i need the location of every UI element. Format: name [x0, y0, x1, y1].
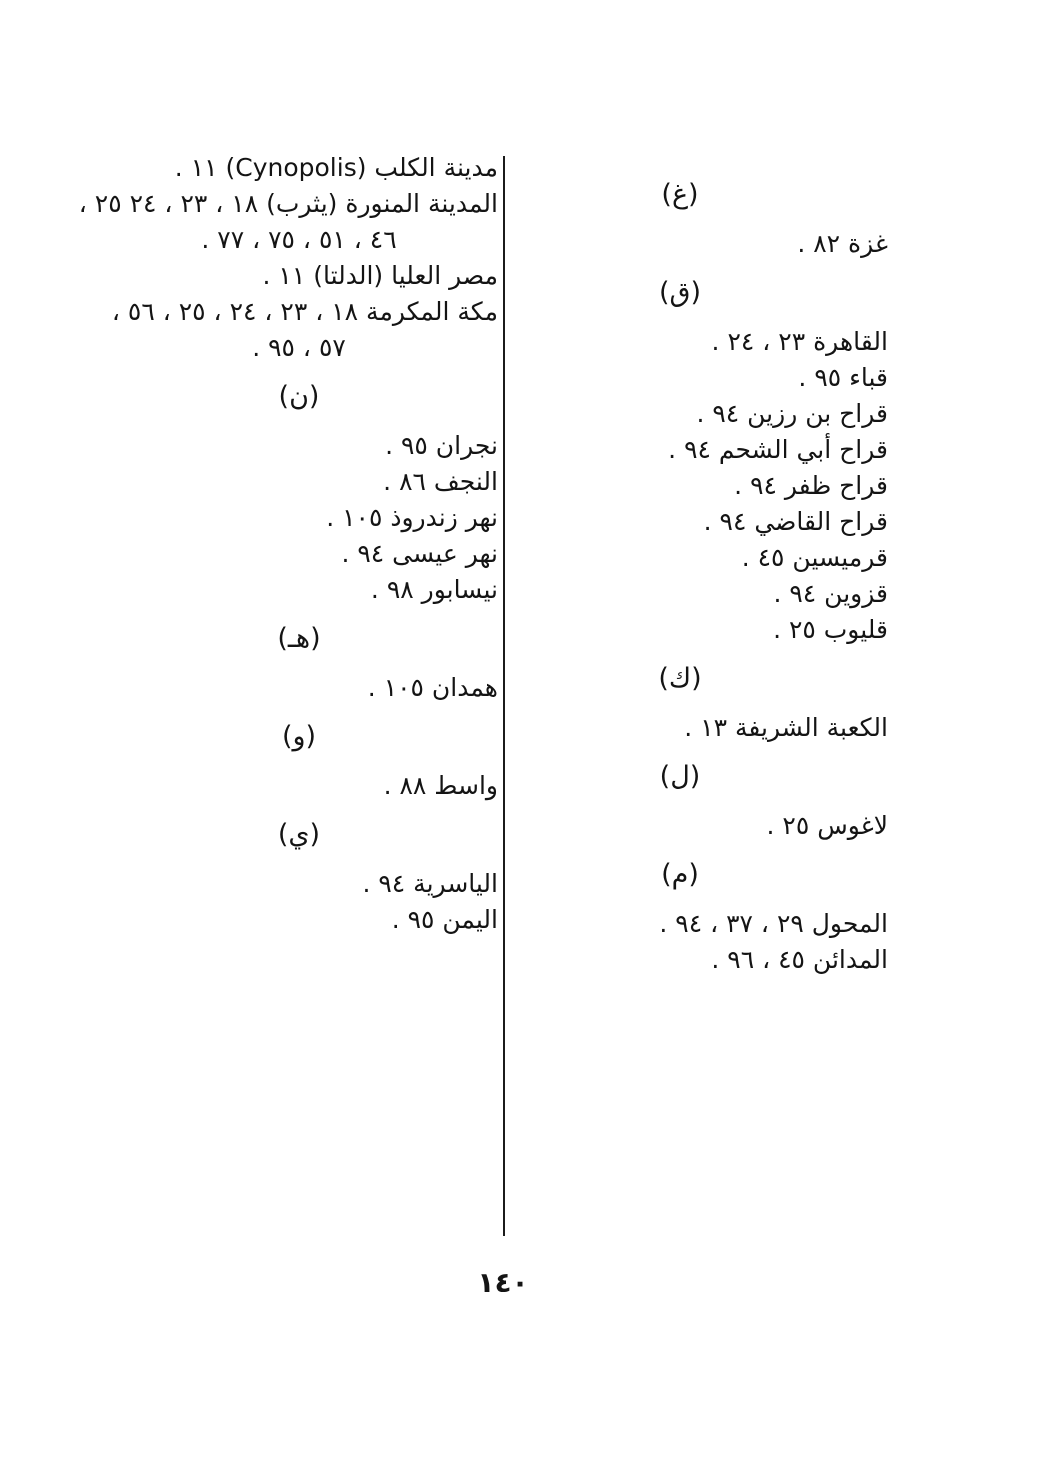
- column-divider-line: [503, 156, 505, 1236]
- index-entry-line: غزة ٨٢ .: [797, 229, 888, 258]
- index-entry: النجف ٨٦ .: [100, 464, 498, 500]
- index-entry-line: ٥٧ ، ٩٥ .: [252, 333, 346, 362]
- index-entry-line: لاغوس ٢٥ .: [766, 811, 888, 840]
- section-letter-heading: (ي): [277, 819, 321, 850]
- index-entry: نهر زندروذ ١٠٥ .: [100, 500, 498, 536]
- index-entry-line: مصر العليا (الدلتا) ١١ .: [262, 261, 498, 290]
- index-entry: واسط ٨٨ .: [100, 768, 498, 804]
- index-column-left: مدينة الكلب (Cynopolis) ١١ . المدينة المن…: [78, 150, 498, 938]
- index-section: (غ) غزة ٨٢ .: [528, 176, 888, 262]
- index-column-right: (غ) غزة ٨٢ . (ق) القاهرة ٢٣ ، ٢٤ . قباء ٩٥ .…: [528, 164, 888, 978]
- index-entry: قرميسين ٤٥ .: [528, 540, 888, 576]
- section-letter-heading: (ن): [278, 381, 320, 412]
- index-section: (هـ) همدان ١٠٥ .: [100, 620, 498, 706]
- index-entry-line: الياسرية ٩٤ .: [362, 869, 498, 898]
- section-letter-heading: (م): [661, 859, 699, 890]
- section-letter-heading: (ك): [658, 663, 702, 694]
- section-letter-heading: (ق): [658, 277, 702, 308]
- index-entry-line: ٤٦ ، ٥١ ، ٧٥ ، ٧٧ .: [201, 225, 397, 254]
- index-entry-line: نهر عيسى ٩٤ .: [341, 539, 498, 568]
- index-entry: المدائن ٤٥ ، ٩٦ .: [528, 942, 888, 978]
- index-entry-line: قليوب ٢٥ .: [773, 615, 888, 644]
- index-section: (ل) لاغوس ٢٥ .: [528, 758, 888, 844]
- index-entry: مصر العليا (الدلتا) ١١ .: [100, 258, 498, 294]
- index-entry-line: المدائن ٤٥ ، ٩٦ .: [711, 945, 888, 974]
- index-entry: قليوب ٢٥ .: [528, 612, 888, 648]
- index-entry-line: قباء ٩٥ .: [798, 363, 888, 392]
- index-section: (م) المحول ٢٩ ، ٣٧ ، ٩٤ . المدائن ٤٥ ، ٩٦ …: [528, 856, 888, 978]
- index-entry: الكعبة الشريفة ١٣ .: [528, 710, 888, 746]
- index-entry-line: قراح أبي الشحم ٩٤ .: [668, 435, 888, 464]
- index-entry: مكة المكرمة ١٨ ، ٢٣ ، ٢٤ ، ٢٥ ، ٥٦ ، ٥٧ ،…: [100, 294, 498, 366]
- index-entry-line: واسط ٨٨ .: [383, 771, 498, 800]
- index-entry: المحول ٢٩ ، ٣٧ ، ٩٤ .: [528, 906, 888, 942]
- index-entry: قراح ظفر ٩٤ .: [528, 468, 888, 504]
- index-entry-line: همدان ١٠٥ .: [367, 673, 498, 702]
- section-letter-heading: (غ): [661, 179, 699, 210]
- index-entry-line: اليمن ٩٥ .: [391, 905, 498, 934]
- index-entry: همدان ١٠٥ .: [100, 670, 498, 706]
- index-entry: الياسرية ٩٤ .: [100, 866, 498, 902]
- index-entry-line: مدينة الكلب (Cynopolis) ١١ .: [174, 153, 498, 182]
- index-entry-line: المحول ٢٩ ، ٣٧ ، ٩٤ .: [659, 909, 888, 938]
- index-entry-line: قرميسين ٤٥ .: [741, 543, 888, 572]
- section-letter-heading: (هـ): [277, 623, 321, 654]
- index-entry: نهر عيسى ٩٤ .: [100, 536, 498, 572]
- index-entry: لاغوس ٢٥ .: [528, 808, 888, 844]
- index-section: (و) واسط ٨٨ .: [100, 718, 498, 804]
- index-entry: قراح القاضي ٩٤ .: [528, 504, 888, 540]
- index-entry-line: القاهرة ٢٣ ، ٢٤ .: [711, 327, 888, 356]
- index-entry-line: الكعبة الشريفة ١٣ .: [684, 713, 888, 742]
- index-entry-line: قراح ظفر ٩٤ .: [734, 471, 888, 500]
- index-entry-line: نيسابور ٩٨ .: [370, 575, 498, 604]
- index-entry-line: قزوين ٩٤ .: [773, 579, 888, 608]
- section-letter-heading: (و): [281, 721, 317, 752]
- index-entry-line: النجف ٨٦ .: [383, 467, 498, 496]
- index-entry: نيسابور ٩٨ .: [100, 572, 498, 608]
- section-letter-heading: (ل): [659, 761, 701, 792]
- index-section: مدينة الكلب (Cynopolis) ١١ . المدينة المن…: [78, 150, 498, 366]
- index-entry-line: نجران ٩٥ .: [385, 431, 498, 460]
- index-entry: قباء ٩٥ .: [528, 360, 888, 396]
- index-entry: مدينة الكلب (Cynopolis) ١١ .: [100, 150, 498, 186]
- index-entry: المدينة المنورة (يثرب) ١٨ ، ٢٣ ، ٢٤ ٢٥ ،…: [78, 186, 498, 258]
- page-number: ١٤٠: [477, 1266, 529, 1299]
- index-section: (ق) القاهرة ٢٣ ، ٢٤ . قباء ٩٥ . قراح بن رزي…: [528, 274, 888, 648]
- index-entry-line: مكة المكرمة ١٨ ، ٢٣ ، ٢٤ ، ٢٥ ، ٥٦ ،: [111, 297, 498, 326]
- index-entry-line: نهر زندروذ ١٠٥ .: [326, 503, 498, 532]
- index-section: (ن) نجران ٩٥ . النجف ٨٦ . نهر زندروذ ١٠٥ . ن…: [100, 378, 498, 608]
- index-entry-line: قراح بن رزين ٩٤ .: [696, 399, 888, 428]
- index-entry: قزوين ٩٤ .: [528, 576, 888, 612]
- index-entry: قراح أبي الشحم ٩٤ .: [528, 432, 888, 468]
- index-entry: نجران ٩٥ .: [100, 428, 498, 464]
- index-entry: اليمن ٩٥ .: [100, 902, 498, 938]
- index-section: (ي) الياسرية ٩٤ . اليمن ٩٥ .: [100, 816, 498, 938]
- index-entry-line: المدينة المنورة (يثرب) ١٨ ، ٢٣ ، ٢٤ ٢٥ ،: [78, 189, 498, 218]
- index-entry-line: قراح القاضي ٩٤ .: [703, 507, 888, 536]
- index-section: (ك) الكعبة الشريفة ١٣ .: [528, 660, 888, 746]
- index-entry: غزة ٨٢ .: [528, 226, 888, 262]
- index-entry: قراح بن رزين ٩٤ .: [528, 396, 888, 432]
- index-entry: القاهرة ٢٣ ، ٢٤ .: [528, 324, 888, 360]
